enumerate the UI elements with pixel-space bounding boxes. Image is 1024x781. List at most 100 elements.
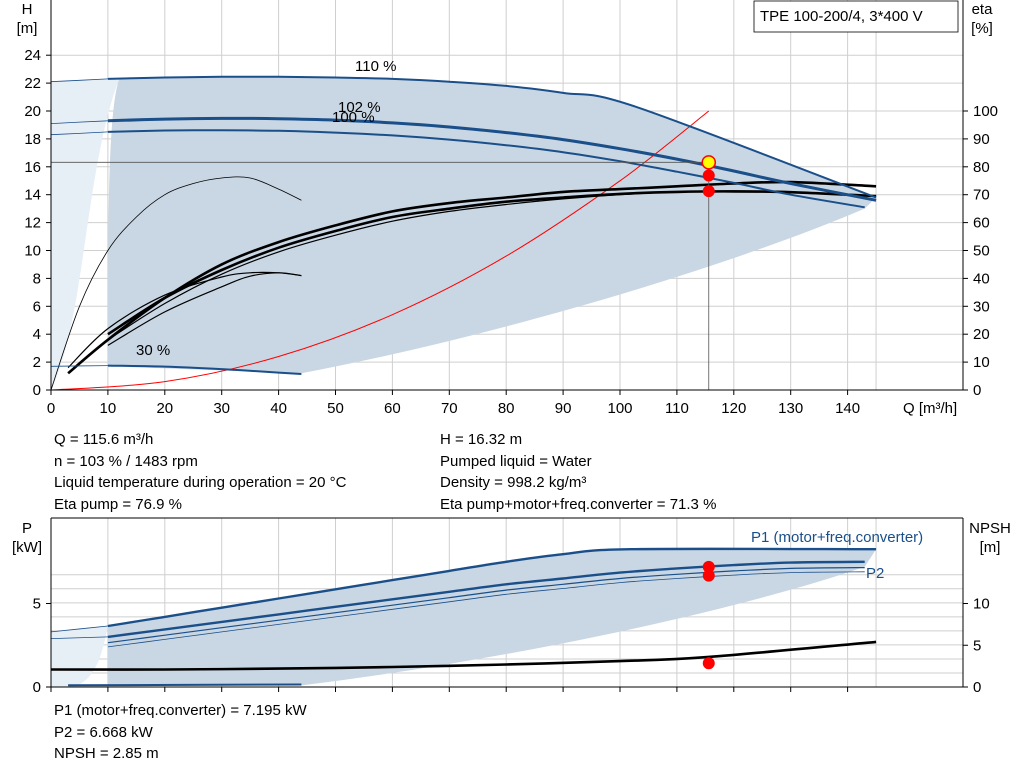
p-tick-label: 0: [33, 679, 41, 696]
npsh-curve: [50, 640, 877, 671]
y2-axis-label-npsh: NPSH [m]: [969, 520, 1011, 556]
y-tick-label: 12: [24, 215, 41, 232]
curve-label-30: 30 %: [136, 342, 170, 359]
y2-tick-label: 20: [973, 326, 990, 343]
info-density: Density = 998.2 kg/m³: [440, 474, 587, 491]
head-curve: [107, 129, 865, 209]
npsh-tick-label: 5: [973, 637, 981, 654]
operating-points-bottom: [702, 560, 715, 670]
head-curve-ext: [50, 78, 108, 83]
operating-point-head: [701, 155, 717, 170]
y2-tick-label: 10: [973, 354, 990, 371]
curves-top: [50, 75, 877, 391]
legend-p2: P2: [866, 565, 884, 582]
y2-tick-label: 90: [973, 131, 990, 148]
y-tick-label: 18: [24, 131, 41, 148]
legend-p1: P1 (motor+freq.converter): [751, 529, 923, 546]
info-main-left: Q = 115.6 m³/h n = 103 % / 1483 rpm Liqu…: [54, 429, 346, 515]
curve-label-110: 110 %: [355, 58, 396, 75]
y-tick-label: 14: [24, 187, 41, 204]
envelope-light-bottom: [51, 626, 108, 687]
head-curve: [107, 75, 877, 199]
eta-curve: [50, 176, 302, 391]
power-curve-thin: [107, 567, 865, 644]
x-tick-label: 140: [835, 400, 860, 417]
curve-label-102: 102 %: [338, 99, 381, 116]
x-tick-label: 40: [270, 400, 287, 417]
power-curve-thin: [107, 571, 865, 648]
y-tick-label: 6: [33, 298, 41, 315]
y2-tick-label: 30: [973, 298, 990, 315]
info-head: H = 16.32 m: [440, 431, 523, 448]
y-tick-label: 20: [24, 103, 41, 120]
y-tick-label: 2: [33, 354, 41, 371]
info-power: P1 (motor+freq.converter) = 7.195 kW P2 …: [54, 700, 307, 765]
y2-tick-label: 40: [973, 270, 990, 287]
curves-bottom: [50, 547, 877, 687]
envelope-bottom: [51, 548, 877, 687]
info-p1: P1 (motor+freq.converter) = 7.195 kW: [54, 702, 307, 719]
y-tick-label: 16: [24, 159, 41, 176]
x-tick-label: 20: [156, 400, 173, 417]
y2-axis-label-eta: eta [%]: [971, 1, 993, 37]
power-curve-ext: [50, 636, 108, 639]
y2-tick-label: 60: [973, 215, 990, 232]
head-curve-ext: [50, 120, 108, 124]
head-curve-ext: [50, 365, 108, 367]
x-tick-label: 0: [47, 400, 55, 417]
y-axis-label-p: P [kW]: [12, 520, 42, 556]
info-eta-pump: Eta pump = 76.9 %: [54, 495, 182, 513]
operating-point-eta: [702, 169, 715, 182]
x-tick-label: 130: [778, 400, 803, 417]
y2-tick-label: 80: [973, 159, 990, 176]
curve-label-100: 100 %: [332, 109, 375, 126]
chart-title-box: [753, 0, 959, 33]
operating-point-power: [702, 569, 715, 582]
head-curve-ext: [50, 131, 108, 136]
y2-tick-label: 70: [973, 187, 990, 204]
info-npsh: NPSH = 2.85 m: [54, 745, 159, 762]
x-tick-label: 70: [441, 400, 458, 417]
y-tick-label: 24: [24, 47, 41, 64]
y2-tick-label: 100: [973, 103, 998, 120]
info-p2: P2 = 6.668 kW: [54, 723, 153, 741]
x-tick-label: 90: [555, 400, 572, 417]
power-curve-30: [68, 683, 302, 687]
envelope-light-top: [51, 78, 120, 390]
info-liquid-temp: Liquid temperature during operation = 20…: [54, 474, 347, 491]
axes-top: 0 10 20 30 40 50 60 70 80 90 100 110 120 130 140024681…: [24, 0, 998, 417]
y-axis-label-h: H [m]: [17, 1, 38, 37]
y-tick-label: 8: [33, 270, 41, 287]
operating-points-top: [701, 155, 717, 198]
y-tick-label: 4: [33, 326, 41, 343]
p-tick-label: 5: [33, 596, 41, 613]
envelope-bottom: [107, 548, 877, 686]
info-eta-total: Eta pump+motor+freq.converter = 71.3 %: [440, 495, 717, 513]
y-tick-label: 22: [24, 75, 41, 92]
eta-curve: [107, 190, 877, 341]
power-curve: [107, 560, 865, 639]
operating-point-eta: [702, 185, 715, 198]
eta-curve: [107, 272, 302, 346]
x-tick-label: 120: [721, 400, 746, 417]
operating-point-npsh: [702, 657, 715, 670]
x-tick-label: 50: [327, 400, 344, 417]
envelope-top: [51, 76, 877, 390]
npsh-tick-label: 10: [973, 596, 990, 613]
npsh-tick-label: 0: [973, 679, 981, 696]
axes-bottom: 0 5 0 5 10: [33, 517, 990, 696]
info-speed: n = 103 % / 1483 rpm: [54, 452, 198, 470]
head-curve: [107, 364, 302, 375]
info-flow: Q = 115.6 m³/h: [54, 431, 154, 448]
power-curve: [107, 547, 877, 628]
x-tick-label: 100: [607, 400, 632, 417]
y2-tick-label: 50: [973, 243, 990, 260]
system-curve: [50, 110, 710, 391]
envelope-top: [107, 76, 877, 374]
y-tick-label: 10: [24, 243, 41, 260]
chart-title: TPE 100-200/4, 3*400 V: [760, 8, 923, 25]
x-axis-label: Q [m³/h]: [903, 400, 957, 417]
y2-tick-label: 0: [973, 382, 981, 399]
x-tick-label: 30: [213, 400, 230, 417]
